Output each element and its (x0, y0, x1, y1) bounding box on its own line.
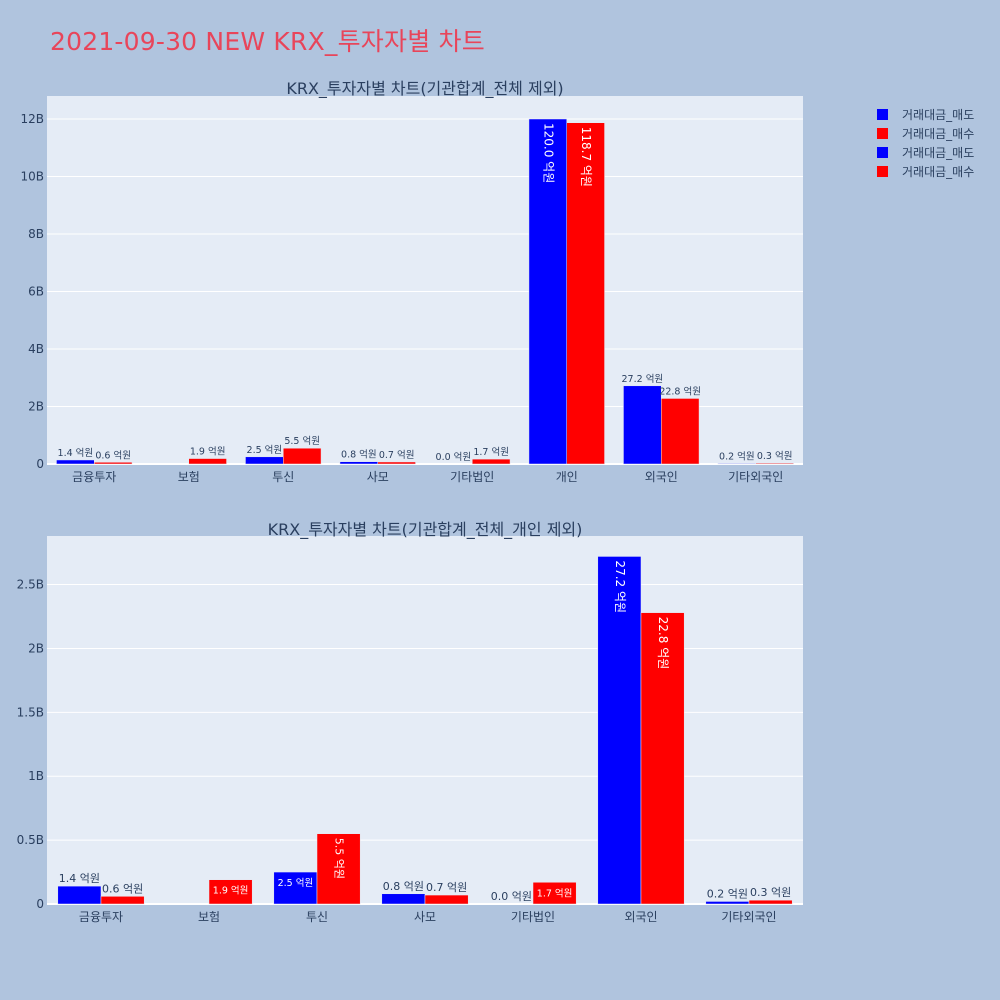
x-tick-label: 사모 (414, 910, 436, 924)
bar (748, 899, 793, 905)
y-tick-label: 12B (20, 112, 44, 126)
legend-label: 거래대금_매도 (902, 146, 974, 160)
data-label: 0.8 억원 (341, 449, 377, 461)
bar (717, 463, 757, 465)
data-label: 1.9 억원 (213, 885, 249, 897)
data-label: 5.5 억원 (284, 435, 320, 447)
x-tick-label: 금융투자 (79, 910, 123, 924)
x-tick-label: 기타외국인 (721, 910, 776, 924)
y-tick-label: 0 (36, 897, 44, 911)
chart-title: KRX_투자자별 차트(기관합계_전체_개인 제외) (268, 520, 583, 540)
bar (424, 894, 469, 905)
y-tick-label: 0 (36, 457, 44, 471)
bar (339, 461, 379, 465)
data-label: 0.7 억원 (426, 881, 467, 894)
x-tick-label: 기타외국인 (728, 470, 783, 484)
legend-label: 거래대금_매도 (902, 108, 974, 122)
x-tick-label: 투신 (272, 470, 294, 484)
y-tick-label: 0.5B (17, 833, 44, 847)
x-tick-label: 외국인 (624, 910, 657, 924)
y-tick-label: 2B (28, 641, 44, 655)
data-label: 1.4 억원 (58, 447, 94, 459)
data-label: 0.0 억원 (491, 890, 532, 903)
x-tick-label: 기타법인 (450, 470, 494, 484)
bar (188, 458, 227, 465)
bar (705, 901, 750, 905)
bar (283, 447, 322, 465)
bar (566, 122, 605, 465)
legend-swatch (877, 109, 888, 120)
legend-swatch (877, 147, 888, 158)
plot-area (47, 536, 803, 904)
data-label: 22.8 억원 (659, 385, 701, 397)
y-tick-label: 2B (28, 400, 44, 414)
y-tick-label: 10B (20, 170, 44, 184)
legend-swatch (877, 166, 888, 177)
y-tick-label: 1B (28, 769, 44, 783)
data-label: 0.2 억원 (719, 450, 755, 462)
legend-label: 거래대금_매수 (902, 127, 974, 141)
bar (532, 882, 577, 905)
bar (100, 896, 145, 905)
legend-label: 거래대금_매수 (902, 165, 974, 179)
bar (755, 462, 794, 465)
x-tick-label: 보험 (198, 910, 220, 924)
bar (597, 556, 642, 905)
data-label: 2.5 억원 (278, 877, 314, 889)
data-label: 0.8 억원 (383, 880, 424, 893)
bar (94, 462, 133, 465)
x-tick-label: 투신 (306, 910, 328, 924)
data-label: 0.2 억원 (707, 887, 748, 900)
data-label: 0.7 억원 (379, 449, 415, 461)
data-label: 2.5 억원 (247, 444, 283, 456)
y-tick-label: 8B (28, 227, 44, 241)
bar (640, 612, 685, 905)
data-label: 27.2 억원 (613, 560, 627, 613)
bar (528, 118, 568, 465)
bar (623, 385, 662, 465)
data-label: 1.9 억원 (190, 446, 226, 458)
chart-title: KRX_투자자별 차트(기관합계_전체 제외) (286, 79, 563, 99)
data-label: 27.2 억원 (622, 373, 664, 385)
x-tick-label: 외국인 (645, 470, 678, 484)
bar (273, 871, 318, 905)
bar (316, 833, 361, 905)
data-label: 0.3 억원 (757, 450, 793, 462)
chart-1: 0 2B 4B 6B 8B 10B 12B KRX_투자자별 차트(기관합계_전체 제외) 금융… (20, 79, 803, 484)
data-label: 120.0 억원 (541, 123, 555, 183)
y-tick-label: 1.5B (17, 705, 44, 719)
bar (56, 459, 95, 465)
chart-2: 0 0.5B 1B 1.5B 2B 2.5B KRX_투자자별 차트(기관합계_전체_개인 … (17, 520, 803, 924)
bar (661, 398, 700, 465)
y-tick-label: 4B (28, 342, 44, 356)
data-label: 0.0 억원 (436, 451, 472, 463)
x-tick-label: 개인 (556, 470, 578, 484)
data-label: 118.7 억원 (579, 127, 593, 187)
legend-swatch (877, 128, 888, 139)
bar (472, 458, 511, 465)
data-label: 22.8 억원 (656, 617, 670, 670)
data-label: 0.6 억원 (102, 882, 143, 895)
x-tick-label: 금융투자 (72, 470, 116, 484)
x-tick-label: 사모 (367, 470, 389, 484)
data-label: 1.7 억원 (473, 446, 509, 458)
bar (57, 885, 102, 905)
bar (377, 461, 416, 465)
data-label: 1.4 억원 (59, 872, 100, 885)
bar (245, 456, 284, 465)
x-tick-label: 보험 (178, 470, 200, 484)
data-label: 1.7 억원 (537, 887, 573, 899)
y-tick-label: 2.5B (17, 578, 44, 592)
data-label: 5.5 억원 (333, 838, 346, 879)
data-label: 0.3 억원 (750, 886, 791, 899)
x-tick-label: 기타법인 (511, 910, 555, 924)
bar (381, 893, 426, 905)
data-label: 0.6 억원 (95, 449, 131, 461)
bar (208, 879, 253, 905)
page-title: 2021-09-30 NEW KRX_투자자별 차트 (50, 27, 485, 56)
y-tick-label: 6B (28, 285, 44, 299)
